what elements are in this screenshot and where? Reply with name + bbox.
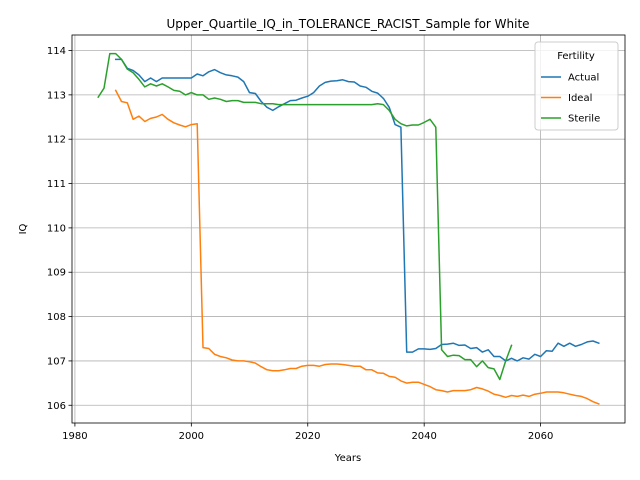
y-tick-label: 113	[47, 90, 66, 101]
legend: Fertility Actual Ideal Sterile	[534, 41, 619, 131]
series-lines	[97, 52, 600, 405]
y-tick-label: 106	[47, 401, 66, 412]
y-tick-label: 112	[47, 135, 66, 146]
y-tick-label: 108	[47, 312, 66, 323]
y-tick-label: 109	[47, 268, 66, 279]
chart-title: Upper_Quartile_IQ_in_TOLERANCE_RACIST_Sa…	[166, 17, 529, 31]
legend-label-actual: Actual	[568, 73, 599, 84]
plot-area	[72, 35, 625, 423]
series-line-sterile	[97, 52, 513, 381]
y-tick-label: 111	[47, 179, 66, 190]
y-axis-ticks: 106 107 108 109 110 111 112 113 114	[47, 46, 72, 412]
y-tick-label: 114	[47, 46, 66, 57]
legend-box	[534, 41, 619, 131]
x-axis-label: Years	[334, 453, 361, 464]
legend-label-sterile: Sterile	[568, 114, 600, 125]
x-tick-label: 2000	[179, 431, 204, 442]
x-tick-label: 2040	[411, 431, 436, 442]
x-tick-label: 2060	[528, 431, 553, 442]
y-tick-label: 107	[47, 356, 66, 367]
y-tick-label: 110	[47, 223, 66, 234]
y-axis-label: IQ	[18, 223, 29, 234]
plot-frame	[71, 34, 626, 424]
legend-label-ideal: Ideal	[568, 93, 592, 104]
x-tick-label: 2020	[295, 431, 320, 442]
legend-title: Fertility	[557, 51, 595, 62]
x-axis-ticks: 1980 2000 2020 2040 2060	[62, 423, 553, 442]
series-line-actual	[114, 58, 600, 362]
series-line-ideal	[114, 89, 600, 405]
x-tick-label: 1980	[62, 431, 87, 442]
